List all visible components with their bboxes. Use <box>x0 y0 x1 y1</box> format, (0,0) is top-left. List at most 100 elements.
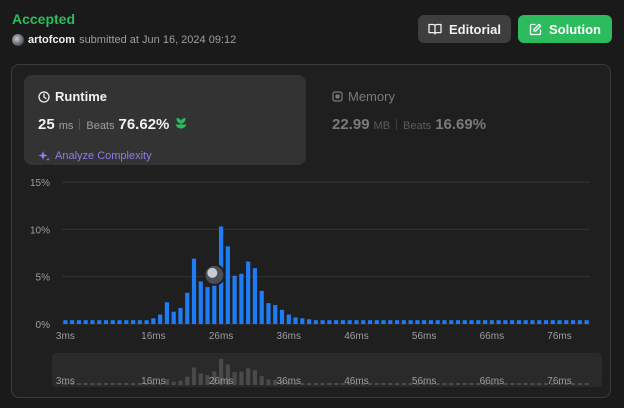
chart-bar[interactable] <box>523 320 528 324</box>
chart-bar[interactable] <box>510 320 515 324</box>
chart-bar[interactable] <box>97 320 102 324</box>
overview-bar <box>557 383 562 385</box>
chart-bar[interactable] <box>584 320 589 324</box>
chart-overview-slider[interactable] <box>52 353 602 387</box>
chart-bar[interactable] <box>442 320 447 324</box>
overview-bar <box>381 383 386 385</box>
chart-bar[interactable] <box>455 320 461 324</box>
chart-bar[interactable] <box>422 320 427 324</box>
chart-bar[interactable] <box>191 258 197 324</box>
chart-bar[interactable] <box>374 320 379 324</box>
chart-bar[interactable] <box>401 320 406 324</box>
runtime-panel[interactable]: Runtime 25 ms Beats 76.62% Analyze Compl… <box>24 75 306 165</box>
chart-bar[interactable] <box>124 320 129 324</box>
sparkle-icon <box>38 151 50 162</box>
chart-bar[interactable] <box>469 320 474 324</box>
avatar[interactable] <box>12 34 24 46</box>
chart-bar[interactable] <box>198 281 203 324</box>
chart-bar[interactable] <box>137 320 142 324</box>
chart-bar[interactable] <box>259 290 264 324</box>
runtime-value: 25 <box>38 116 55 133</box>
overview-bar <box>401 383 406 385</box>
overview-bar <box>63 383 68 385</box>
chart-bar[interactable] <box>185 292 190 324</box>
chart-bar[interactable] <box>225 246 230 324</box>
chart-bar[interactable] <box>449 320 454 324</box>
chart-bar[interactable] <box>232 275 237 324</box>
runtime-distribution-chart[interactable]: 0% 5% 10% 15% 3ms 16ms 26ms 36ms 46ms 56ms 66ms 76m… <box>12 65 610 397</box>
chart-bar[interactable] <box>577 320 582 324</box>
chart-bar[interactable] <box>178 307 183 324</box>
chart-bar[interactable] <box>415 320 420 324</box>
solution-button[interactable]: Solution <box>518 15 612 43</box>
chart-bar[interactable] <box>144 320 149 324</box>
overview-bar <box>570 383 576 385</box>
chart-bar[interactable] <box>327 320 332 324</box>
chart-bar[interactable] <box>564 320 569 324</box>
chart-bar[interactable] <box>530 320 535 324</box>
chart-bar[interactable] <box>394 320 400 324</box>
chart-bar[interactable] <box>83 320 88 324</box>
chart-bar[interactable] <box>347 320 352 324</box>
chart-bar[interactable] <box>117 320 122 324</box>
chart-bar[interactable] <box>388 320 393 324</box>
chart-bar[interactable] <box>171 311 176 324</box>
chart-bar[interactable] <box>408 320 413 324</box>
chart-bar[interactable] <box>90 320 95 324</box>
chart-bar[interactable] <box>151 318 156 324</box>
analyze-complexity-link[interactable]: Analyze Complexity <box>38 150 152 162</box>
chart-bar[interactable] <box>63 320 68 324</box>
chart-bar[interactable] <box>279 309 285 324</box>
chart-bar[interactable] <box>300 318 305 324</box>
chart-bar[interactable] <box>320 320 325 324</box>
chart-bar[interactable] <box>482 320 488 324</box>
overview-bar <box>124 383 129 385</box>
chart-bar[interactable] <box>361 320 366 324</box>
analyze-complexity-label: Analyze Complexity <box>55 150 152 162</box>
chart-bar[interactable] <box>76 320 82 324</box>
chart-bar[interactable] <box>306 319 312 324</box>
chart-bar[interactable] <box>252 268 258 324</box>
chart-bar[interactable] <box>246 261 251 324</box>
chart-bar[interactable] <box>313 320 318 324</box>
chart-bar[interactable] <box>239 273 244 324</box>
chart-bar[interactable] <box>164 302 170 324</box>
overview-bar <box>252 370 258 385</box>
chart-bar[interactable] <box>70 320 75 324</box>
chart-bar[interactable] <box>496 320 501 324</box>
chart-bar[interactable] <box>428 320 434 324</box>
chart-bar[interactable] <box>354 320 359 324</box>
editorial-button[interactable]: Editorial <box>418 15 511 43</box>
chart-bar[interactable] <box>381 320 386 324</box>
chart-bar[interactable] <box>340 320 346 324</box>
chart-bar[interactable] <box>334 320 339 324</box>
chart-bar[interactable] <box>550 320 555 324</box>
chart-bar[interactable] <box>130 320 136 324</box>
chart-bar[interactable] <box>266 303 271 324</box>
chart-bar[interactable] <box>293 317 298 324</box>
overview-bar <box>130 383 136 385</box>
chart-bar[interactable] <box>570 320 576 324</box>
chart-bar[interactable] <box>537 320 542 324</box>
chart-bar[interactable] <box>110 320 115 324</box>
memory-title[interactable]: Memory <box>332 89 395 104</box>
chart-bar[interactable] <box>158 314 163 324</box>
chart-bar[interactable] <box>543 320 549 324</box>
chart-bar[interactable] <box>286 314 291 324</box>
chart-bar[interactable] <box>503 320 508 324</box>
chart-bar[interactable] <box>557 320 562 324</box>
chart-bar[interactable] <box>435 320 440 324</box>
chart-bar[interactable] <box>212 272 217 324</box>
chart-bar[interactable] <box>273 305 278 324</box>
overview-bar <box>266 379 271 385</box>
username-link[interactable]: artofcom <box>28 34 76 46</box>
overview-bar <box>76 383 82 385</box>
chart-bar[interactable] <box>103 320 109 324</box>
overview-x-tick-label: 46ms <box>344 376 368 387</box>
chart-bar[interactable] <box>476 320 481 324</box>
chart-bar[interactable] <box>489 320 494 324</box>
chart-bar[interactable] <box>516 320 522 324</box>
chart-bar[interactable] <box>462 320 467 324</box>
chart-bar[interactable] <box>367 320 373 324</box>
chart-bar[interactable] <box>205 287 210 324</box>
